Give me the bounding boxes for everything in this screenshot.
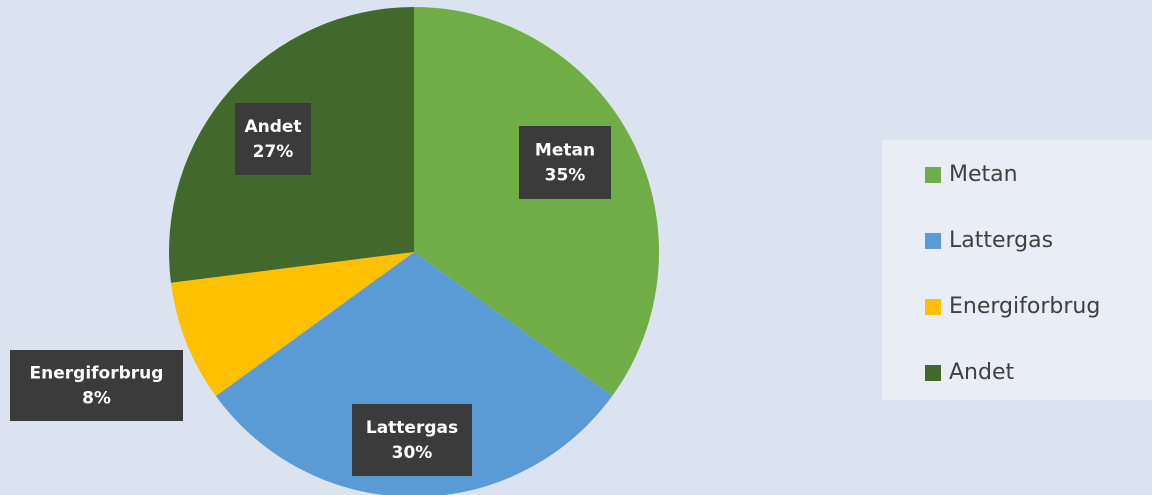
legend-swatch <box>925 167 941 183</box>
pie-slice <box>215 252 613 495</box>
pie-slice <box>170 252 414 397</box>
legend-swatch <box>925 299 941 315</box>
data-label-box <box>519 126 611 199</box>
data-label-value: 30% <box>392 443 433 463</box>
data-label-value: 27% <box>253 142 294 162</box>
data-label-box <box>10 350 183 421</box>
data-label-box <box>235 103 311 175</box>
legend-swatch <box>925 233 941 249</box>
data-label-category: Andet <box>244 117 301 137</box>
data-label-category: Metan <box>535 141 595 161</box>
data-label-box <box>352 404 472 476</box>
legend-swatch <box>925 365 941 381</box>
pie-slice <box>414 7 659 397</box>
legend-box <box>882 140 1152 400</box>
legend-label: Lattergas <box>949 228 1053 253</box>
legend-label: Energiforbrug <box>949 294 1100 319</box>
data-label-category: Lattergas <box>366 418 458 438</box>
legend-label: Metan <box>949 162 1018 187</box>
data-label-category: Energiforbrug <box>30 364 164 384</box>
data-label-value: 8% <box>82 389 111 409</box>
legend-label: Andet <box>949 360 1014 385</box>
data-label-value: 35% <box>545 166 586 186</box>
